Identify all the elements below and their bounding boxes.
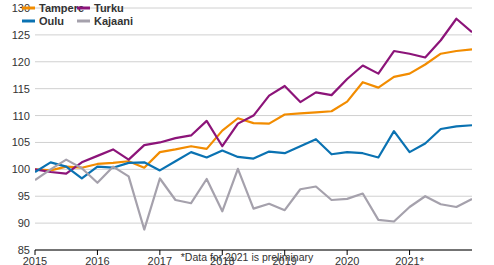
legend-swatch	[77, 7, 90, 10]
legend-label: Oulu	[39, 15, 64, 27]
grid-line	[35, 34, 472, 35]
grid-line	[35, 88, 472, 89]
y-tick-label: 100	[12, 163, 30, 175]
grid-line	[35, 169, 472, 170]
x-tick-label: 2021*	[395, 255, 424, 265]
y-tick-label: 90	[18, 217, 30, 229]
y-tick-label: 115	[12, 83, 30, 95]
grid-line	[35, 196, 472, 197]
legend-label: Turku	[94, 2, 124, 14]
legend-swatch	[77, 20, 90, 23]
x-tick-label: 2016	[85, 255, 109, 265]
x-tick-label: 2015	[23, 255, 47, 265]
grid-line	[35, 223, 472, 224]
y-tick-label: 110	[12, 110, 30, 122]
legend-swatch	[22, 7, 35, 10]
x-tick-label: 2020	[335, 255, 359, 265]
y-tick-label: 105	[12, 136, 30, 148]
legend-label: Kajaani	[94, 15, 133, 27]
annotation: *Data for 2021 is preliminary	[181, 251, 314, 263]
series-line	[35, 19, 472, 174]
plot-lines	[35, 19, 472, 230]
y-tick-label: 95	[18, 190, 30, 202]
grid-line	[35, 142, 472, 143]
chart: 8590951001051101151201251302015201620172…	[0, 0, 494, 265]
series-line	[35, 125, 472, 178]
y-tick-label: 125	[12, 29, 30, 41]
legend-swatch	[22, 20, 35, 23]
series-line	[35, 160, 472, 230]
y-tick-label: 120	[12, 56, 30, 68]
x-tick-label: 2017	[148, 255, 172, 265]
series-line	[35, 49, 472, 170]
grid-line	[35, 61, 472, 62]
